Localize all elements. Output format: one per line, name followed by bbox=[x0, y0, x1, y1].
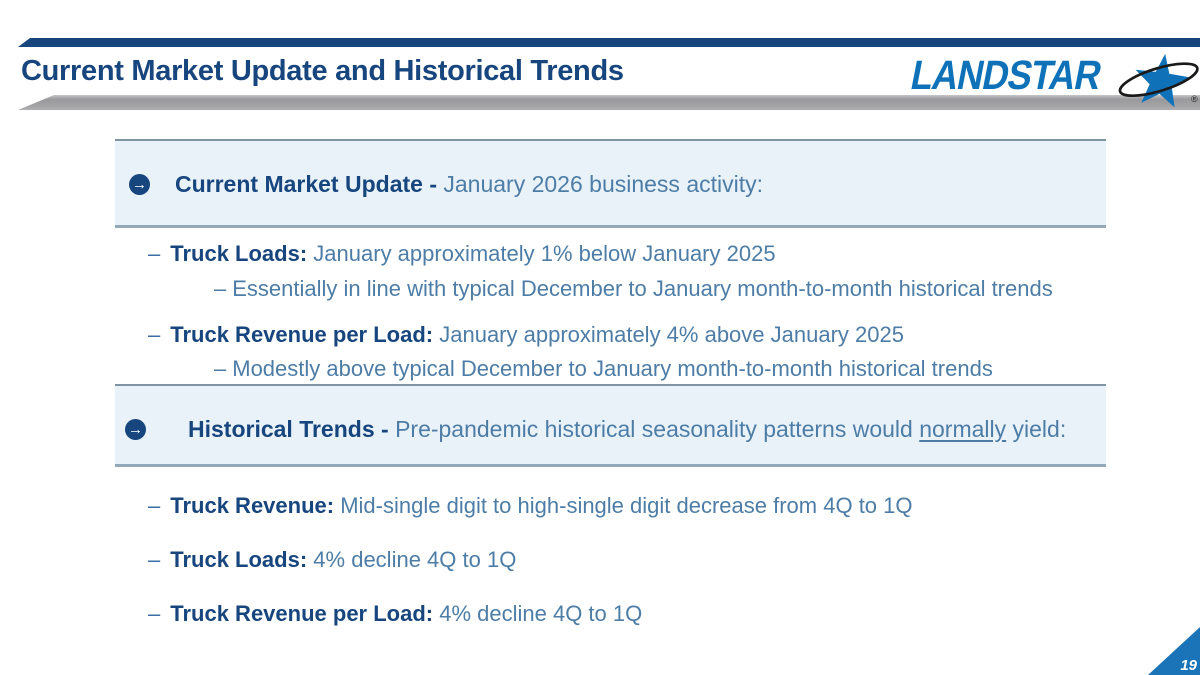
subbullet-truck-loads: – Essentially in line with typical Decemb… bbox=[214, 276, 1053, 302]
section1-heading-bold: Current Market Update - bbox=[175, 171, 437, 197]
dash-icon: – bbox=[148, 241, 161, 266]
section-arrow-bullet-icon: → bbox=[129, 174, 150, 195]
top-rule-bar bbox=[18, 38, 1200, 47]
bullet-bold-label: Truck Loads: bbox=[170, 547, 308, 572]
page-title: Current Market Update and Historical Tre… bbox=[21, 55, 624, 87]
landstar-logo: LANDSTAR ® bbox=[903, 50, 1200, 108]
section1-highlight-box: → Current Market Update - January 2026 b… bbox=[115, 139, 1106, 228]
section2-heading-pre: Pre-pandemic historical seasonality patt… bbox=[395, 416, 913, 442]
dash-icon: – bbox=[214, 276, 227, 301]
bullet-text: January approximately 1% below January 2… bbox=[313, 241, 776, 266]
section2-highlight-box: → Historical Trends - Pre-pandemic histo… bbox=[115, 384, 1106, 467]
title-underline-bar bbox=[18, 95, 1200, 110]
bullet-text: 4% decline 4Q to 1Q bbox=[313, 547, 517, 572]
bullet-truck-loads: – Truck Loads: January approximately 1% b… bbox=[148, 241, 776, 267]
page-number: 19 bbox=[1180, 657, 1197, 674]
bullet-bold-label: Truck Revenue per Load: bbox=[170, 601, 434, 626]
dash-icon: – bbox=[148, 547, 161, 572]
bullet-text: January approximately 4% above January 2… bbox=[439, 322, 904, 347]
page-corner-triangle: 19 bbox=[1148, 627, 1200, 675]
section1-heading: Current Market Update - January 2026 bus… bbox=[175, 171, 763, 198]
dash-icon: – bbox=[148, 601, 161, 626]
section2-heading-post: yield: bbox=[1012, 416, 1067, 442]
bullet-hist-truck-loads: – Truck Loads: 4% decline 4Q to 1Q bbox=[148, 547, 516, 573]
subbullet-text: Essentially in line with typical Decembe… bbox=[232, 276, 1053, 301]
bullet-bold-label: Truck Loads: bbox=[170, 241, 308, 266]
section2-heading-bold: Historical Trends - bbox=[188, 416, 389, 442]
bullet-hist-truck-revenue-per-load: – Truck Revenue per Load: 4% decline 4Q t… bbox=[148, 601, 642, 627]
bullet-truck-revenue-per-load: – Truck Revenue per Load: January approxi… bbox=[148, 322, 904, 348]
bullet-bold-label: Truck Revenue per Load: bbox=[170, 322, 434, 347]
landstar-logo-text: LANDSTAR bbox=[907, 52, 1105, 98]
bullet-bold-label: Truck Revenue: bbox=[170, 493, 335, 518]
bullet-hist-truck-revenue: – Truck Revenue: Mid-single digit to high… bbox=[148, 493, 913, 519]
dash-icon: – bbox=[148, 322, 161, 347]
section-arrow-bullet-icon: → bbox=[125, 419, 146, 440]
registered-mark: ® bbox=[1191, 94, 1198, 104]
section1-heading-rest: January 2026 business activity: bbox=[443, 171, 763, 197]
section2-heading: Historical Trends - Pre-pandemic histori… bbox=[188, 416, 1066, 443]
section2-heading-underlined: normally bbox=[919, 416, 1007, 442]
dash-icon: – bbox=[148, 493, 161, 518]
bullet-text: 4% decline 4Q to 1Q bbox=[439, 601, 643, 626]
dash-icon: – bbox=[214, 356, 227, 381]
landstar-star-icon bbox=[1118, 53, 1199, 108]
bullet-text: Mid-single digit to high-single digit de… bbox=[340, 493, 913, 518]
subbullet-text: Modestly above typical December to Janua… bbox=[232, 356, 993, 381]
subbullet-truck-revenue-per-load: – Modestly above typical December to Janu… bbox=[214, 356, 993, 382]
